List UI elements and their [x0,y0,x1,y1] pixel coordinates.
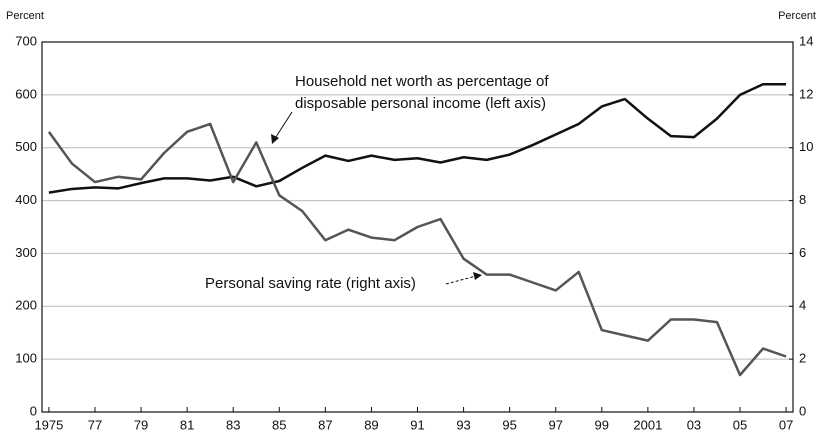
x-tick-label: 81 [180,417,194,432]
x-tick-label: 2001 [633,417,662,432]
series-line [47,122,787,377]
x-tick-label: 99 [595,417,609,432]
y-tick-label: 0 [30,403,37,418]
annotation: Household net worth as percentage of [295,73,549,90]
y-axis-label: Percent [6,10,44,22]
x-tick-label: 87 [318,417,332,432]
y-tick-label: 400 [15,192,37,207]
arrow-head [271,134,279,144]
y-tick-label: 100 [15,351,37,366]
y-tick-label: 500 [15,139,37,154]
y2-tick-label: 2 [799,351,806,366]
annotation: disposable personal income (left axis) [295,95,546,112]
x-tick-label: 79 [134,417,148,432]
x-tick-label: 83 [226,417,240,432]
arrow [273,111,293,141]
y2-axis-label: Percent [778,10,816,22]
y-tick-label: 600 [15,86,37,101]
x-tick-label: 03 [687,417,701,432]
x-tick-label: 97 [548,417,562,432]
y-tick-label: 200 [15,298,37,313]
series-line [48,83,787,194]
x-tick-label: 07 [779,417,793,432]
y2-tick-label: 12 [799,86,813,101]
y-tick-label: 300 [15,245,37,260]
x-tick-label: 05 [733,417,747,432]
y2-tick-label: 10 [799,139,813,154]
annotation: Personal saving rate (right axis) [205,275,416,292]
y2-tick-label: 8 [799,192,806,207]
x-tick-label: 1975 [34,417,63,432]
arrow [445,275,477,285]
x-tick-label: 77 [88,417,102,432]
y2-tick-label: 14 [799,33,813,48]
x-tick-label: 95 [502,417,516,432]
y2-tick-label: 0 [799,403,806,418]
x-tick-label: 89 [364,417,378,432]
x-tick-label: 93 [456,417,470,432]
plot-frame [41,41,794,413]
x-tick-label: 85 [272,417,286,432]
x-tick-label: 91 [410,417,424,432]
y2-tick-label: 6 [799,245,806,260]
y2-tick-label: 4 [799,298,806,313]
y-tick-label: 700 [15,33,37,48]
arrow-head [473,272,482,280]
